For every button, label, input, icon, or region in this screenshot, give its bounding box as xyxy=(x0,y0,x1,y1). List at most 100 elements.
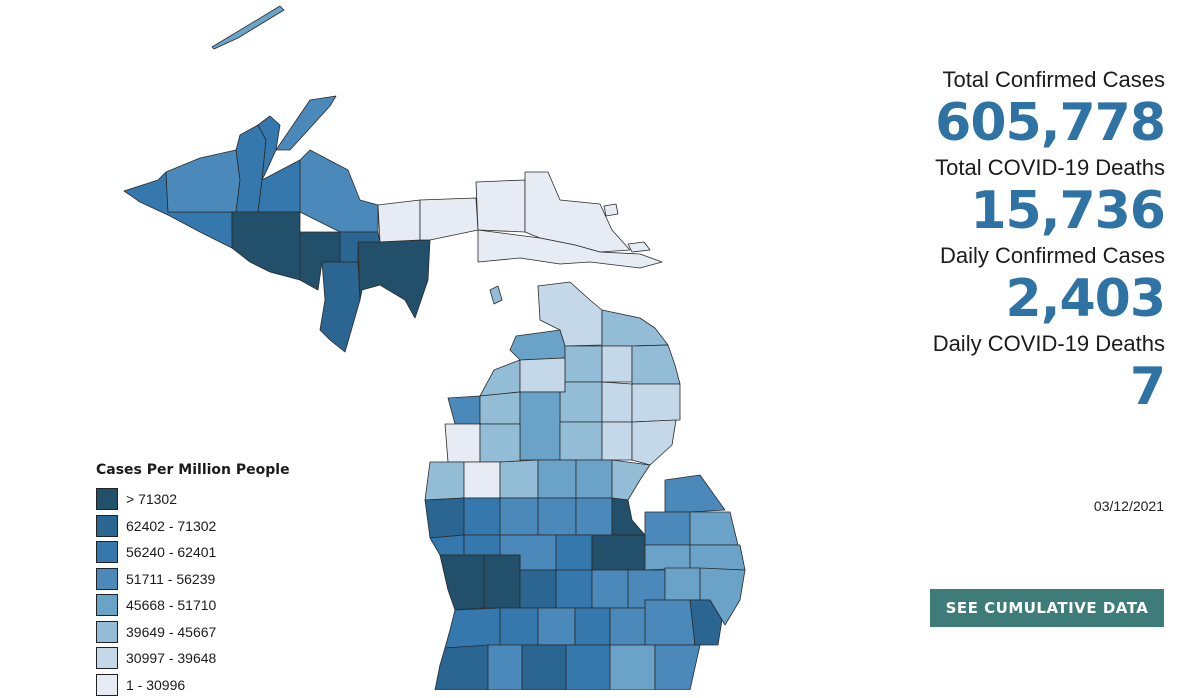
county[interactable] xyxy=(538,460,576,498)
county[interactable] xyxy=(610,645,655,690)
county[interactable] xyxy=(445,608,500,648)
county[interactable] xyxy=(538,608,575,645)
see-cumulative-data-button[interactable]: SEE CUMULATIVE DATA xyxy=(930,589,1164,627)
county[interactable] xyxy=(476,180,525,232)
legend-swatch xyxy=(96,647,118,669)
county[interactable] xyxy=(440,555,484,610)
county[interactable] xyxy=(480,392,520,424)
county[interactable] xyxy=(435,645,488,690)
county[interactable] xyxy=(645,545,690,570)
county[interactable] xyxy=(520,392,560,460)
total-deaths-value: 15,736 xyxy=(933,182,1165,240)
county[interactable] xyxy=(276,96,336,150)
county[interactable] xyxy=(520,570,556,608)
stats-panel: Total Confirmed Cases 605,778 Total COVI… xyxy=(933,66,1165,418)
county[interactable] xyxy=(645,600,695,645)
county[interactable] xyxy=(538,498,576,535)
legend-item: 51711 - 56239 xyxy=(96,566,290,593)
county[interactable] xyxy=(212,6,284,49)
county[interactable] xyxy=(612,460,650,500)
county[interactable] xyxy=(464,498,500,535)
county[interactable] xyxy=(560,382,602,422)
county[interactable] xyxy=(575,608,610,645)
legend-item: 62402 - 71302 xyxy=(96,513,290,540)
total-cases-label: Total Confirmed Cases xyxy=(933,66,1165,94)
legend-swatch xyxy=(96,515,118,537)
legend-label: 56240 - 62401 xyxy=(126,544,216,560)
county[interactable] xyxy=(480,424,520,462)
county[interactable] xyxy=(665,475,725,512)
county[interactable] xyxy=(665,568,700,600)
county[interactable] xyxy=(320,262,360,352)
county[interactable] xyxy=(420,198,478,240)
county[interactable] xyxy=(445,424,480,462)
county[interactable] xyxy=(490,286,502,304)
daily-cases-value: 2,403 xyxy=(933,270,1165,328)
legend-item: > 71302 xyxy=(96,486,290,513)
county[interactable] xyxy=(576,498,612,535)
county[interactable] xyxy=(425,498,464,538)
county[interactable] xyxy=(610,608,645,645)
legend-swatch xyxy=(96,541,118,563)
county[interactable] xyxy=(430,535,464,555)
county[interactable] xyxy=(602,346,632,382)
legend-items: > 71302 62402 - 71302 56240 - 62401 51711 -… xyxy=(96,486,290,698)
county[interactable] xyxy=(604,204,618,216)
county[interactable] xyxy=(556,570,592,608)
county[interactable] xyxy=(425,462,464,500)
county[interactable] xyxy=(690,512,738,545)
legend-label: > 71302 xyxy=(126,491,177,507)
county[interactable] xyxy=(690,545,745,570)
county[interactable] xyxy=(632,420,676,465)
legend-item: 45668 - 51710 xyxy=(96,592,290,619)
county[interactable] xyxy=(448,396,480,424)
legend-label: 39649 - 45667 xyxy=(126,624,216,640)
legend-swatch xyxy=(96,568,118,590)
county[interactable] xyxy=(592,570,628,608)
county[interactable] xyxy=(556,535,592,570)
legend-item: 56240 - 62401 xyxy=(96,539,290,566)
county[interactable] xyxy=(358,240,430,318)
county[interactable] xyxy=(645,512,690,545)
legend-swatch xyxy=(96,674,118,696)
county[interactable] xyxy=(500,460,538,498)
county[interactable] xyxy=(464,462,500,498)
legend-swatch xyxy=(96,488,118,510)
county[interactable] xyxy=(632,384,680,422)
county[interactable] xyxy=(655,645,700,690)
county[interactable] xyxy=(500,498,538,535)
county[interactable] xyxy=(166,150,240,212)
county[interactable] xyxy=(632,345,680,384)
legend-label: 62402 - 71302 xyxy=(126,518,216,534)
county[interactable] xyxy=(378,200,420,242)
county[interactable] xyxy=(488,645,522,690)
county[interactable] xyxy=(566,645,610,690)
legend-label: 51711 - 56239 xyxy=(126,571,215,587)
county[interactable] xyxy=(480,360,520,396)
daily-deaths-value: 7 xyxy=(933,358,1165,416)
county[interactable] xyxy=(300,150,378,232)
county[interactable] xyxy=(232,212,300,280)
county[interactable] xyxy=(602,310,668,346)
county[interactable] xyxy=(560,422,602,460)
legend-swatch xyxy=(96,621,118,643)
legend-item: 39649 - 45667 xyxy=(96,619,290,646)
county[interactable] xyxy=(576,460,612,498)
county[interactable] xyxy=(565,346,602,382)
legend-label: 1 - 30996 xyxy=(126,677,185,693)
county[interactable] xyxy=(628,242,650,252)
county[interactable] xyxy=(464,535,500,555)
county[interactable] xyxy=(484,555,520,608)
county[interactable] xyxy=(602,422,632,460)
county[interactable] xyxy=(520,358,565,392)
county[interactable] xyxy=(612,498,645,535)
report-date: 03/12/2021 xyxy=(1094,498,1164,514)
legend-label: 30997 - 39648 xyxy=(126,650,216,666)
county[interactable] xyxy=(592,535,645,570)
county[interactable] xyxy=(522,645,566,690)
daily-deaths-label: Daily COVID-19 Deaths xyxy=(933,330,1165,358)
county[interactable] xyxy=(500,608,538,645)
county[interactable] xyxy=(510,330,565,360)
county[interactable] xyxy=(602,382,632,422)
legend-swatch xyxy=(96,594,118,616)
